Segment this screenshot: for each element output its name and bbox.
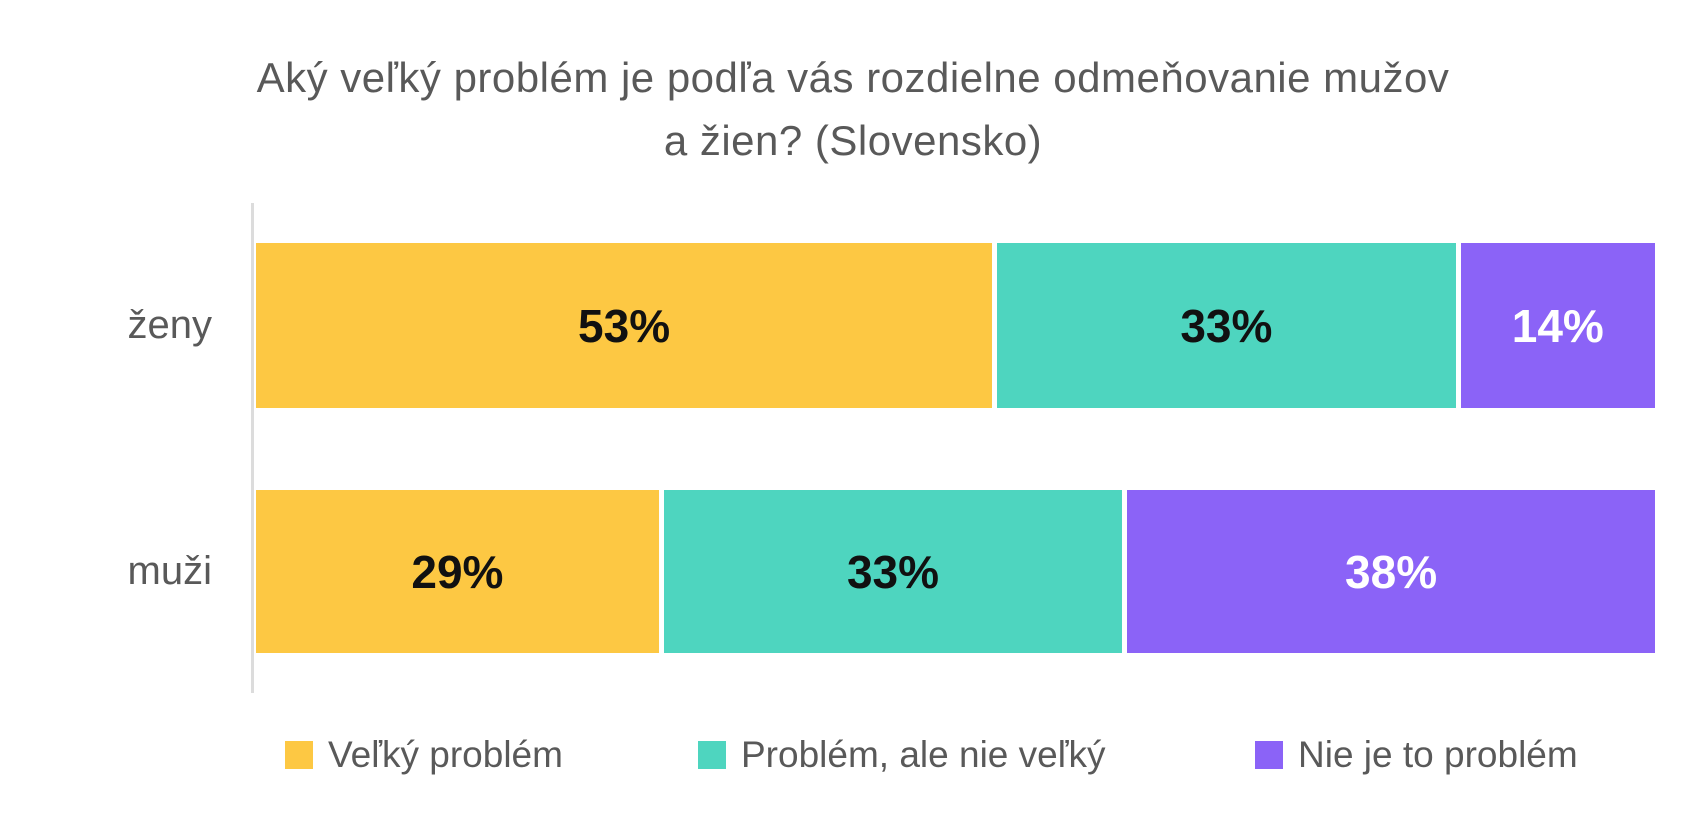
- chart-title-line2: a žien? (Slovensko): [663, 117, 1043, 164]
- legend-label: Nie je to problém: [1298, 734, 1578, 775]
- legend: Veľký problém Problém, ale nie veľký Nie…: [0, 733, 1706, 777]
- value-label: 33%: [1180, 299, 1273, 352]
- y-axis-line: [251, 203, 254, 693]
- legend-swatch-icon: [697, 740, 727, 770]
- legend-item-nie-je-to-problem[interactable]: Nie je to problém: [1254, 733, 1578, 777]
- legend-swatch-icon: [1254, 740, 1284, 770]
- legend-label: Problém, ale nie veľký: [741, 734, 1106, 775]
- bar-segment-muzi-problem-ale-nie-velky[interactable]: 33%: [663, 490, 1123, 653]
- category-label-zeny: ženy: [127, 303, 213, 347]
- bar-segment-muzi-velky-problem[interactable]: 29%: [256, 490, 659, 653]
- category-label-muzi: muži: [127, 549, 212, 593]
- legend-swatch-icon: [284, 740, 314, 770]
- value-label: 53%: [578, 299, 671, 352]
- legend-item-problem-ale-nie-velky[interactable]: Problém, ale nie veľký: [697, 733, 1106, 777]
- chart-title: Aký veľký problém je podľa vás rozdielne…: [0, 46, 1706, 172]
- chart-title-line1: Aký veľký problém je podľa vás rozdielne…: [256, 54, 1450, 101]
- bar-segment-zeny-velky-problem[interactable]: 53%: [256, 243, 993, 408]
- legend-item-velky-problem[interactable]: Veľký problém: [284, 733, 563, 777]
- plot-area: ženy 53% 33% 14% muži 29% 33% 38%: [0, 203, 1706, 693]
- value-label: 38%: [1345, 545, 1438, 598]
- bar-segment-muzi-nie-je-to-problem[interactable]: 38%: [1127, 490, 1655, 653]
- stacked-bar-zeny: 53% 33% 14%: [256, 243, 1655, 408]
- stacked-bar-muzi: 29% 33% 38%: [256, 490, 1655, 653]
- bar-segment-zeny-problem-ale-nie-velky[interactable]: 33%: [997, 243, 1456, 408]
- value-label: 14%: [1511, 299, 1604, 352]
- value-label: 29%: [411, 545, 504, 598]
- bar-segment-zeny-nie-je-to-problem[interactable]: 14%: [1460, 243, 1655, 408]
- value-label: 33%: [846, 545, 940, 598]
- legend-label: Veľký problém: [328, 734, 563, 775]
